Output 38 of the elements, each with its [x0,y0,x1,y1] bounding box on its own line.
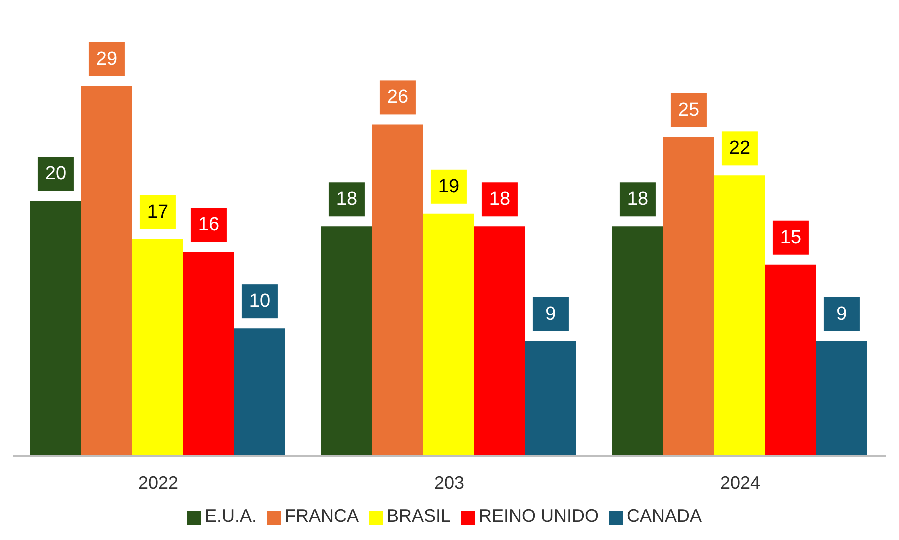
x-tick-label: 2022 [138,472,179,493]
data-label: 18 [627,189,649,210]
data-label: 18 [489,189,511,210]
bar [612,226,664,456]
bar [714,176,766,456]
data-label: 19 [438,176,460,198]
bar [81,86,132,456]
data-label: 29 [96,48,118,70]
data-label: 9 [546,304,556,325]
bar [525,341,576,456]
data-label: 20 [45,164,67,185]
bar [663,137,714,456]
data-label: 9 [836,304,848,325]
bar [474,226,526,456]
x-tick-label: 203 [434,472,465,493]
legend-label: REINO UNIDO [479,506,600,526]
bar [372,124,424,456]
data-label: 16 [198,214,220,236]
data-label: 25 [678,100,700,121]
legend-label: E.U.A. [204,506,257,526]
data-label: 22 [729,138,751,160]
legend-label: FRANCA [284,506,359,526]
data-label: 18 [336,189,358,210]
bar [321,226,372,456]
legend-label: CANADA [627,506,702,526]
data-label: 10 [249,291,271,312]
x-tick-label: 2024 [720,472,761,493]
data-label: 15 [780,227,802,248]
data-label: 17 [147,202,169,223]
bar [423,214,474,456]
bar [183,252,234,456]
legend-label: BRASIL [386,506,452,526]
data-label: 26 [387,87,409,108]
bar [816,341,868,456]
bar [234,328,286,456]
bar [30,201,82,456]
bar [765,264,816,456]
bar [132,239,184,456]
